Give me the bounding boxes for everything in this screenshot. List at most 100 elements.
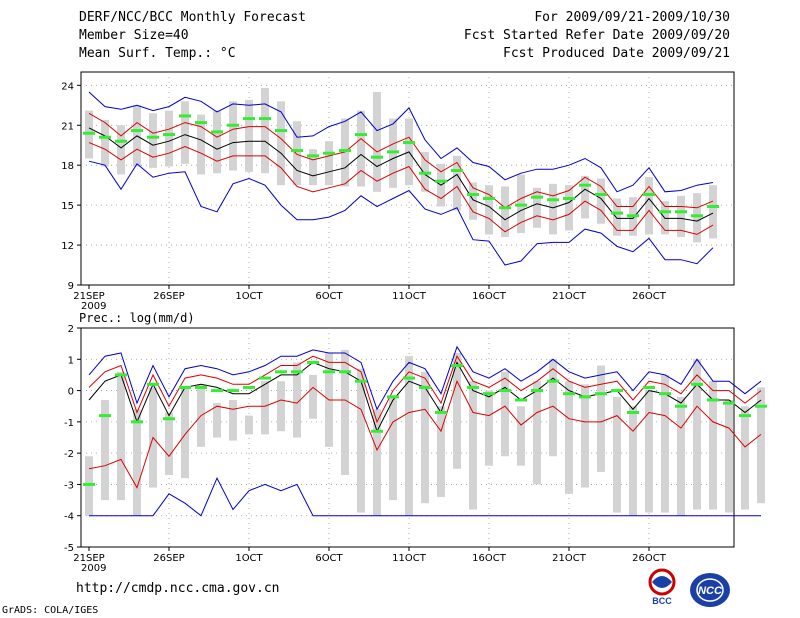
ncc-logo-globe [690, 573, 730, 607]
bcc-logo-text: BCC [652, 596, 672, 606]
spread-box [613, 396, 621, 513]
bcc-logo-swirl [652, 576, 672, 588]
spread-box [101, 399, 109, 501]
x-tick-label: 26OCT [632, 553, 667, 564]
x-tick-label: 6OCT [315, 291, 343, 302]
spread-box [229, 101, 237, 171]
spread-box [645, 390, 653, 513]
spread-box [325, 141, 333, 186]
forecast-period: For 2009/09/21-2009/10/30 [534, 10, 730, 25]
spread-box [469, 182, 477, 220]
spread-box [101, 119, 109, 167]
upper-outer-line [88, 91, 714, 193]
spread-box [357, 368, 365, 513]
lower-inner-line [88, 379, 762, 489]
bcc-logo: BCC [648, 568, 676, 606]
year-label: 2009 [81, 301, 106, 312]
ensemble-mean-line [88, 127, 714, 222]
spread-box [373, 91, 381, 192]
x-tick-label: 26OCT [632, 291, 667, 302]
y-tick-label: 1 [68, 355, 74, 366]
spread-box [181, 387, 189, 479]
upper-inner-line [88, 355, 762, 424]
y-tick-label: 9 [68, 281, 74, 292]
spread-box [245, 99, 253, 172]
spread-box [677, 396, 685, 516]
spread-box [309, 149, 317, 186]
spread-box [485, 390, 493, 466]
spread-box [165, 110, 173, 167]
year-label: 2009 [81, 563, 106, 574]
y-tick-label: 24 [61, 81, 74, 92]
spread-box [677, 195, 685, 238]
spread-box [613, 198, 621, 236]
chart-header-right: For 2009/09/21-2009/10/30 Fcst Started R… [464, 9, 730, 63]
spread-box [597, 178, 605, 224]
spread-box [693, 193, 701, 243]
y-tick-label: -2 [64, 449, 74, 460]
x-tick-label: 1OCT [235, 291, 263, 302]
spread-box [117, 371, 125, 501]
y-tick-label: 0 [68, 387, 74, 398]
x-tick-label: 21SEP [73, 553, 104, 564]
spread-box [245, 415, 253, 435]
spread-box [517, 406, 525, 466]
spread-box [565, 381, 573, 494]
spread-box [149, 113, 157, 168]
spread-box [469, 381, 477, 510]
y-tick-label: 21 [61, 121, 74, 132]
lower-inner-line [88, 142, 714, 235]
temp-panel-title: Mean Surf. Temp.: °C [79, 46, 236, 61]
spread-box [213, 403, 221, 438]
x-tick-label: 21SEP [73, 291, 104, 302]
x-tick-label: 26SEP [153, 553, 184, 564]
lower-outer-line [89, 477, 761, 517]
x-tick-label: 11OCT [392, 291, 427, 302]
spread-box [629, 406, 637, 516]
source-url[interactable]: http://cmdp.ncc.cma.gov.cn [76, 581, 280, 596]
spread-box [581, 175, 589, 219]
spread-box [197, 114, 205, 175]
spread-box [661, 374, 669, 513]
y-tick-label: 12 [61, 241, 74, 252]
spread-box [485, 185, 493, 235]
spread-box [293, 362, 301, 438]
chart-header-left: DERF/NCC/BCC Monthly Forecast Member Siz… [79, 9, 306, 63]
spread-box [757, 387, 765, 504]
spread-box [133, 409, 141, 516]
x-tick-label: 1OCT [235, 553, 263, 564]
spread-box [373, 409, 381, 516]
spread-box [117, 125, 125, 175]
spread-box [277, 101, 285, 186]
spread-box [293, 121, 301, 186]
x-tick-label: 16OCT [472, 291, 507, 302]
spread-box [309, 374, 317, 419]
model-title: DERF/NCC/BCC Monthly Forecast [79, 10, 306, 25]
x-tick-label: 21OCT [552, 553, 587, 564]
spread-box [709, 381, 717, 510]
spread-box [341, 118, 349, 187]
spread-box [549, 359, 557, 457]
spread-box [213, 110, 221, 174]
spread-box [165, 412, 173, 476]
y-tick-label: 15 [61, 201, 74, 212]
spread-box [549, 183, 557, 235]
spread-box [437, 406, 445, 497]
spread-box [741, 406, 749, 510]
spread-box [581, 384, 589, 488]
y-tick-label: -4 [64, 512, 74, 523]
y-tick-label: 18 [61, 161, 74, 172]
spread-box [85, 456, 93, 516]
spread-box [357, 110, 365, 187]
spread-box [405, 356, 413, 516]
spread-box [533, 187, 541, 228]
ncc-logo: NCC [690, 573, 730, 607]
member-size: Member Size=40 [79, 28, 189, 43]
y-tick-label: 2 [68, 324, 74, 335]
spread-box [597, 365, 605, 472]
production-date: Fcst Produced Date 2009/09/21 [503, 46, 730, 61]
start-reference-date: Fcst Started Refer Date 2009/09/20 [463, 28, 730, 43]
